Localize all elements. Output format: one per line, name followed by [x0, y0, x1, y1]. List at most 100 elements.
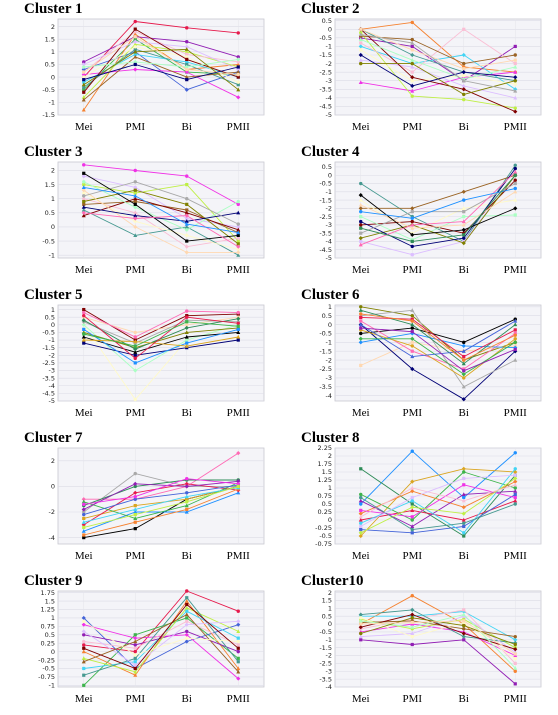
chart-title: Cluster 9: [24, 573, 83, 589]
data-point: [133, 199, 137, 204]
data-point: [462, 376, 466, 380]
series-line: [83, 328, 239, 364]
y-tick-label: -5: [326, 254, 332, 262]
data-point: [462, 92, 466, 97]
line-chart: -5-4.5-4-3.5-3-2.5-2-1.5-1-0.500.51 Mei PM…: [42, 304, 265, 419]
x-tick-label: Mei: [75, 693, 93, 705]
data-point: [133, 673, 138, 677]
data-point: [236, 646, 240, 650]
data-point: [410, 210, 414, 214]
y-tick-label: -1: [49, 99, 55, 107]
data-point: [236, 622, 241, 627]
series-line: [360, 49, 516, 85]
data-point: [410, 319, 414, 323]
data-point: [236, 656, 240, 660]
x-tick-label: PMII: [227, 121, 251, 133]
data-point: [133, 45, 137, 49]
data-point: [184, 47, 189, 51]
series-line: [360, 471, 516, 521]
data-point: [513, 79, 517, 83]
data-point: [184, 74, 189, 79]
series-line: [83, 56, 239, 101]
x-tick-label: PMI: [402, 550, 422, 562]
data-point: [462, 476, 466, 480]
series-line: [360, 494, 516, 534]
data-point: [513, 469, 518, 475]
data-point: [359, 492, 363, 497]
y-tick-label: -0.5: [42, 237, 55, 245]
y-tick-label: 0.5: [45, 631, 55, 639]
data-point: [236, 55, 240, 59]
data-point: [359, 524, 363, 528]
series-line: [360, 474, 516, 527]
data-point: [236, 210, 241, 215]
data-point: [133, 494, 137, 499]
data-point: [358, 511, 363, 516]
y-tick-label: 0: [51, 73, 55, 81]
data-point: [82, 70, 86, 74]
x-tick-label: Bi: [459, 550, 469, 562]
data-point: [184, 343, 189, 348]
data-point: [410, 366, 415, 372]
y-tick-label: -5: [326, 111, 332, 119]
data-point: [185, 596, 189, 600]
series-line: [83, 487, 239, 523]
series-line: [360, 468, 516, 537]
x-tick-label: PMII: [504, 121, 528, 133]
series-line: [83, 164, 239, 205]
data-point: [410, 40, 415, 45]
data-point: [133, 202, 137, 206]
series-line: [83, 452, 239, 500]
y-tick-label: 2.25: [318, 444, 332, 452]
y-tick-label: 0: [328, 620, 332, 628]
y-tick-label: -0.25: [38, 656, 55, 664]
data-point: [513, 213, 517, 217]
x-tick-label: Mei: [75, 121, 93, 133]
data-point: [133, 520, 137, 524]
x-tick-label: Bi: [182, 407, 192, 419]
y-tick-label: -3.5: [42, 374, 55, 382]
series-line: [83, 331, 239, 353]
data-point: [410, 620, 414, 625]
series-line: [360, 623, 516, 656]
data-point: [133, 512, 137, 517]
y-tick-label: -2: [326, 205, 332, 213]
y-tick-label: -1: [326, 636, 332, 644]
data-point: [82, 512, 86, 517]
y-tick-label: -0.75: [38, 673, 55, 681]
data-point: [81, 659, 86, 664]
series-line: [360, 174, 516, 209]
data-point: [513, 642, 517, 647]
data-point: [236, 490, 241, 495]
y-tick-label: 1.25: [318, 476, 332, 484]
data-point: [81, 82, 86, 87]
data-point: [236, 222, 240, 226]
data-point: [82, 327, 86, 331]
data-point: [513, 669, 517, 673]
data-point: [133, 67, 138, 72]
cluster-panel: Cluster 4 -5 -4.5 -4 -3.5 -3 -2.5 -2 -1.5 -1 -0.5 0…: [301, 144, 558, 286]
data-point: [513, 451, 517, 455]
x-tick-label: PMII: [227, 264, 251, 276]
data-point: [410, 308, 415, 312]
data-point: [359, 495, 363, 500]
data-point: [236, 247, 241, 252]
series-line: [83, 488, 239, 536]
series-line: [360, 313, 516, 361]
data-point: [410, 61, 414, 66]
data-point: [184, 69, 189, 75]
data-point: [133, 361, 137, 365]
x-tick-label: Mei: [75, 407, 93, 419]
chart-title: Cluster 5: [24, 287, 83, 303]
data-point: [133, 210, 138, 215]
series-line: [83, 483, 239, 526]
data-point: [513, 473, 517, 477]
chart-title: Cluster 8: [301, 430, 360, 446]
data-point: [513, 163, 517, 168]
data-point: [359, 27, 363, 31]
data-point: [133, 31, 138, 36]
data-point: [462, 608, 466, 612]
data-point: [462, 524, 466, 528]
data-point: [513, 647, 518, 652]
data-point: [81, 499, 86, 504]
